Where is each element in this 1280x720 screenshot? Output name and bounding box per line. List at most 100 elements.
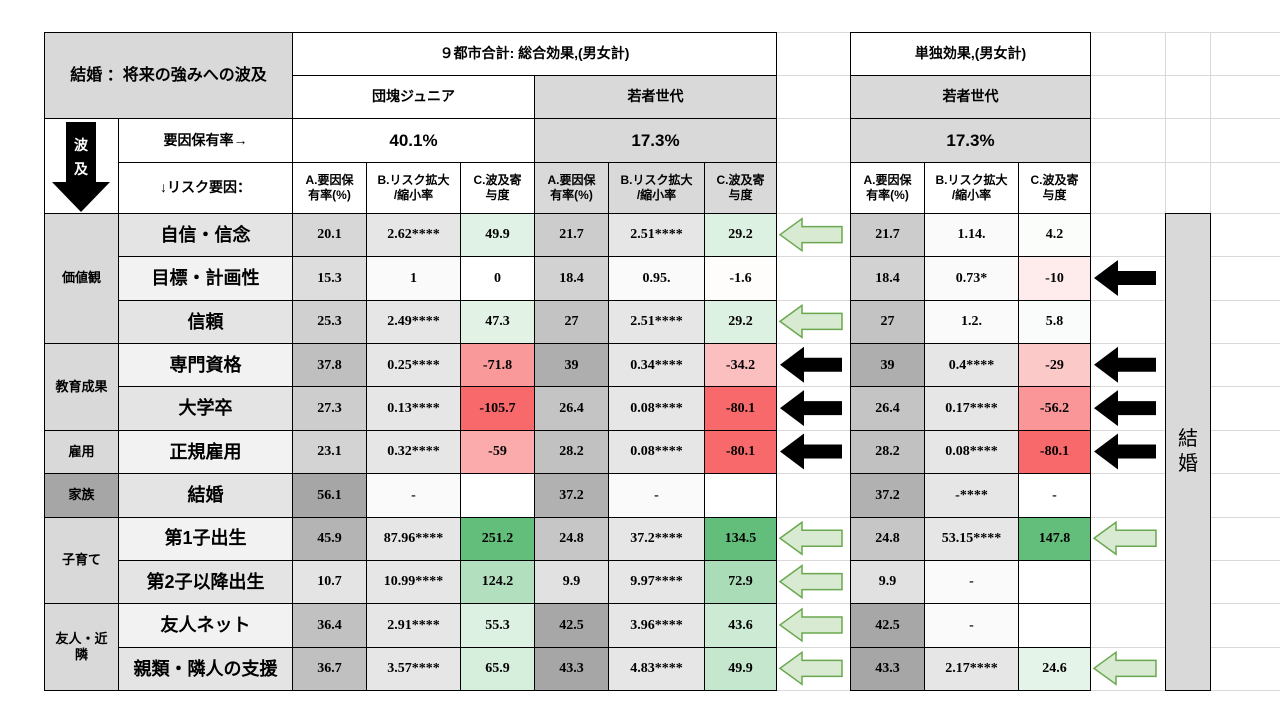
cell-a: 28.2	[850, 429, 925, 475]
cell-a: 28.2	[534, 429, 609, 475]
grid-cell	[1210, 75, 1280, 119]
grid-cell	[1210, 32, 1280, 76]
arrow-positive	[778, 650, 843, 686]
grid-cell	[776, 473, 851, 518]
grid-cell	[1210, 162, 1280, 214]
cell-b: 0.4****	[924, 343, 1019, 388]
cell-b: 2.51****	[608, 299, 705, 345]
cell-b: 2.51****	[608, 213, 705, 258]
cell-c: -80.1	[1018, 429, 1091, 475]
side-label: 結 婚	[1165, 213, 1211, 691]
cell-a: 43.3	[850, 646, 925, 691]
block-header: 若者世代	[534, 75, 777, 119]
cell-b: 0.73*	[924, 256, 1019, 301]
cell-c: -80.1	[704, 386, 777, 431]
rate-value: 17.3%	[850, 118, 1091, 163]
block-header: 若者世代	[850, 75, 1091, 119]
cell-b: 2.62****	[366, 213, 461, 258]
grid-cell	[1210, 646, 1280, 691]
cell-a: 18.4	[850, 256, 925, 301]
cell-c: 29.2	[704, 299, 777, 345]
cell-c: 65.9	[460, 646, 535, 691]
arrow-negative	[780, 433, 842, 470]
cell-a: 27	[850, 299, 925, 345]
cell-b: 0.25****	[366, 343, 461, 388]
grid-cell	[1210, 118, 1280, 163]
arrow-positive	[778, 564, 843, 600]
arrow-negative	[780, 346, 842, 383]
grid-cell	[1210, 343, 1280, 388]
grid-cell	[776, 32, 851, 76]
cell-c: 134.5	[704, 516, 777, 561]
cell-b: 0.08****	[608, 386, 705, 431]
cell-a: 26.4	[850, 386, 925, 431]
group-label: 子育て	[44, 516, 119, 605]
arrow-positive	[778, 217, 843, 253]
cell-b: -	[924, 559, 1019, 605]
cell-b: 2.49****	[366, 299, 461, 345]
cell-b: 0.17****	[924, 386, 1019, 431]
cell-b: 0.34****	[608, 343, 705, 388]
cell-a: 9.9	[534, 559, 609, 605]
arrow-positive	[778, 303, 843, 339]
cell-c: -	[1018, 473, 1091, 518]
cell-c: -34.2	[704, 343, 777, 388]
factor-label: 正規雇用	[118, 429, 293, 475]
sub-header: B.リスク拡大 /縮小率	[608, 162, 705, 214]
cell-c	[1018, 559, 1091, 605]
cell-c: 5.8	[1018, 299, 1091, 345]
cell-a: 45.9	[292, 516, 367, 561]
rate-value: 40.1%	[292, 118, 535, 163]
cell-a: 39	[850, 343, 925, 388]
cell-a: 39	[534, 343, 609, 388]
cell-a: 43.3	[534, 646, 609, 691]
cell-c: 29.2	[704, 213, 777, 258]
cell-c: 4.2	[1018, 213, 1091, 258]
grid-cell	[1210, 603, 1280, 648]
factor-label: 結婚	[118, 473, 293, 518]
cell-b: 0.08****	[608, 429, 705, 475]
cell-a: 20.1	[292, 213, 367, 258]
cell-c	[704, 473, 777, 518]
cell-b: -****	[924, 473, 1019, 518]
cell-c: -105.7	[460, 386, 535, 431]
cell-c	[1018, 603, 1091, 648]
factor-label: 第2子以降出生	[118, 559, 293, 605]
sub-header: C.波及寄 与度	[704, 162, 777, 214]
factor-label: 第1子出生	[118, 516, 293, 561]
arrow-negative	[1094, 260, 1156, 297]
cell-b: -	[608, 473, 705, 518]
factor-label: 自信・信念	[118, 213, 293, 258]
cell-b: 3.57****	[366, 646, 461, 691]
cell-c: 55.3	[460, 603, 535, 648]
cell-c: 24.6	[1018, 646, 1091, 691]
cell-c: 0	[460, 256, 535, 301]
cell-b: 4.83****	[608, 646, 705, 691]
grid-cell	[1210, 299, 1280, 345]
cell-c: 147.8	[1018, 516, 1091, 561]
cell-a: 56.1	[292, 473, 367, 518]
factor-label: 友人ネット	[118, 603, 293, 648]
cell-b: 0.13****	[366, 386, 461, 431]
cell-c: -10	[1018, 256, 1091, 301]
cell-c: 49.9	[460, 213, 535, 258]
cell-b: 2.17****	[924, 646, 1019, 691]
flow-text: 波	[74, 137, 89, 153]
header-total: ９都市合計: 総合効果,(男女計)	[292, 32, 777, 76]
grid-cell	[1090, 75, 1166, 119]
cell-a: 42.5	[534, 603, 609, 648]
grid-cell	[776, 75, 851, 119]
group-label: 価値観	[44, 213, 119, 345]
arrow-negative	[1094, 346, 1156, 383]
cell-a: 18.4	[534, 256, 609, 301]
arrow-negative	[780, 390, 842, 427]
cell-a: 9.9	[850, 559, 925, 605]
grid-cell	[1165, 75, 1211, 119]
sub-header: A.要因保 有率(%)	[292, 162, 367, 214]
cell-c: -59	[460, 429, 535, 475]
arrow-negative	[1094, 433, 1156, 470]
cell-a: 10.7	[292, 559, 367, 605]
arrow-positive	[778, 520, 843, 556]
grid-cell	[1210, 429, 1280, 475]
